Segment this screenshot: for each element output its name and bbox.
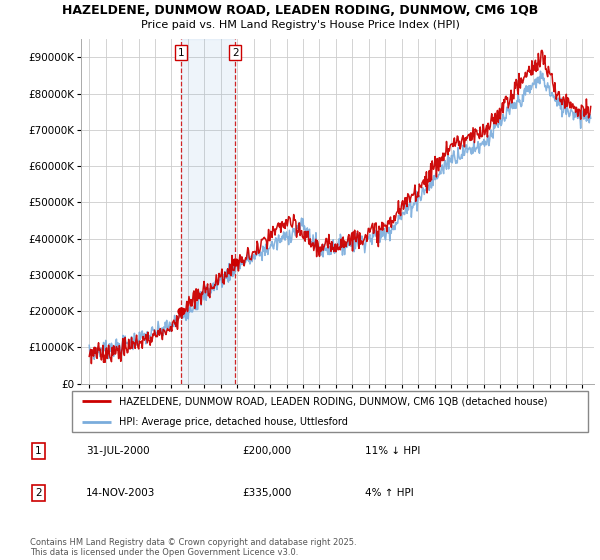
Text: 11% ↓ HPI: 11% ↓ HPI <box>365 446 420 456</box>
Text: HAZELDENE, DUNMOW ROAD, LEADEN RODING, DUNMOW, CM6 1QB: HAZELDENE, DUNMOW ROAD, LEADEN RODING, D… <box>62 4 538 17</box>
Bar <box>181 39 235 384</box>
Text: 1: 1 <box>35 446 41 456</box>
Text: HAZELDENE, DUNMOW ROAD, LEADEN RODING, DUNMOW, CM6 1QB (detached house): HAZELDENE, DUNMOW ROAD, LEADEN RODING, D… <box>119 396 547 407</box>
Text: Price paid vs. HM Land Registry's House Price Index (HPI): Price paid vs. HM Land Registry's House … <box>140 20 460 30</box>
Text: £200,000: £200,000 <box>242 446 291 456</box>
Text: 4% ↑ HPI: 4% ↑ HPI <box>365 488 413 498</box>
Text: HPI: Average price, detached house, Uttlesford: HPI: Average price, detached house, Uttl… <box>119 417 347 427</box>
FancyBboxPatch shape <box>71 391 589 432</box>
Text: £335,000: £335,000 <box>242 488 292 498</box>
Text: 14-NOV-2003: 14-NOV-2003 <box>86 488 155 498</box>
Text: Contains HM Land Registry data © Crown copyright and database right 2025.
This d: Contains HM Land Registry data © Crown c… <box>30 538 356 557</box>
Text: 2: 2 <box>35 488 41 498</box>
Text: 2: 2 <box>232 48 238 58</box>
Text: 1: 1 <box>178 48 184 58</box>
Text: 31-JUL-2000: 31-JUL-2000 <box>86 446 149 456</box>
